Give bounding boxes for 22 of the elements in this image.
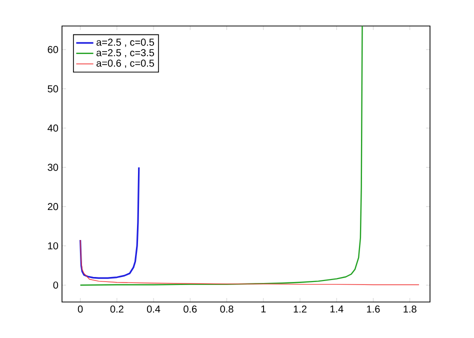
x-tick-label: 0.4 [146,306,160,313]
x-tick-label: 1.4 [330,306,344,312]
x-tick-label: 1 [261,306,266,312]
x-tick-label: 1.6 [367,306,380,313]
y-tick-label: 10 [48,242,58,250]
x-tick-label: 1.2 [294,306,306,313]
legend-label: a=0.6 , c=0.5 [96,60,154,68]
y-tick-label: 20 [48,203,58,210]
y-tick-label: 30 [48,164,58,171]
line-series [80,166,140,279]
line-series [80,26,363,286]
legend-label: a=2.5 , c=0.5 [96,38,154,47]
y-tick-label: 50 [48,85,58,92]
x-tick-label: 0.2 [110,306,124,313]
x-tick-label: 0.8 [220,306,234,313]
y-tick-label: 60 [48,46,58,54]
y-tick-label: 0 [53,282,58,289]
x-tick-label: 1.8 [404,306,416,313]
x-tick-label: 0 [78,306,83,313]
y-tick-label: 40 [48,124,58,132]
legend-label: a=2.5 , c=3.5 [96,49,154,58]
x-tick-label: 0.6 [184,306,197,313]
